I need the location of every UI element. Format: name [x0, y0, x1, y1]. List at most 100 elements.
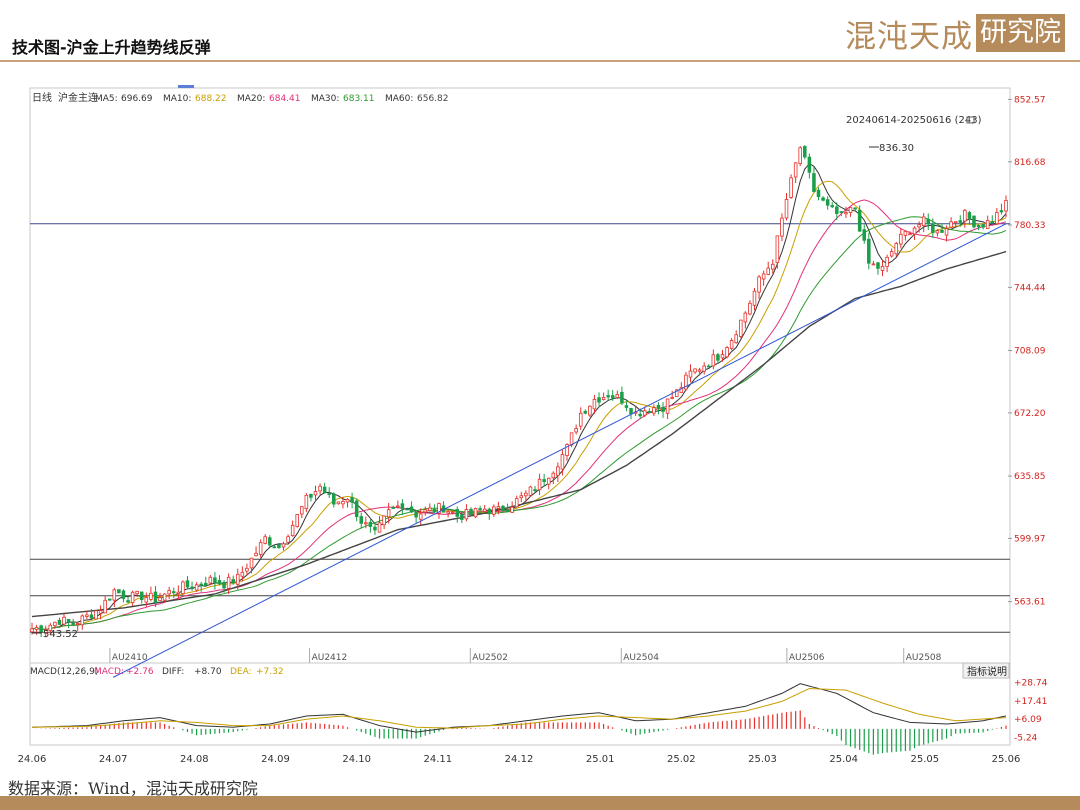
price-panel-frame	[29, 87, 1011, 664]
candle-body	[610, 395, 615, 399]
candle-body	[862, 229, 867, 241]
contract-label: AU2506	[789, 653, 825, 663]
candle-body	[606, 395, 610, 398]
candle-body	[418, 513, 423, 520]
candle-body	[272, 546, 277, 549]
diff-line	[31, 683, 1007, 733]
candle-body	[908, 233, 912, 236]
candle-body	[149, 592, 153, 600]
candle-body	[812, 173, 816, 193]
macd-legend-label: MACD:	[94, 667, 124, 677]
candle-body	[789, 177, 793, 198]
candle-body	[976, 224, 981, 228]
candle-body	[432, 508, 437, 513]
dea-line	[31, 687, 1007, 729]
candle-body	[359, 516, 364, 524]
candle-body	[629, 408, 633, 415]
candle-body	[396, 505, 400, 508]
footer-bar	[0, 796, 1080, 810]
candle-body	[117, 589, 121, 594]
macd-legend-value: +8.70	[194, 667, 222, 677]
candle-body	[281, 543, 286, 548]
candle-body	[208, 576, 213, 584]
candle-body	[716, 354, 720, 361]
candle-body	[807, 156, 812, 173]
candle-body	[482, 508, 487, 512]
candle-body	[80, 615, 85, 626]
candle-body	[999, 210, 1004, 213]
y-tick-label: 672.20	[1014, 409, 1046, 419]
candle-body	[473, 508, 478, 518]
candle-body	[158, 597, 162, 601]
candle-body	[350, 497, 354, 503]
candle-body	[725, 347, 729, 358]
candle-body	[803, 146, 807, 158]
candle-body	[825, 199, 830, 206]
candle-body	[277, 544, 281, 548]
candle-body	[697, 369, 702, 372]
candle-body	[1004, 200, 1008, 212]
source-note: 数据来源：Wind，混沌天成研究院	[8, 779, 258, 798]
candle-body	[332, 493, 336, 505]
low-marker: 543.52	[43, 629, 78, 640]
candle-body	[71, 622, 75, 625]
candle-body	[249, 557, 254, 569]
candle-body	[295, 514, 299, 527]
page-title: 技术图-沪金上升趋势线反弹	[12, 38, 211, 57]
candle-body	[213, 577, 217, 584]
macd-legend-label: DEA:	[230, 667, 252, 677]
candle-body	[94, 610, 98, 620]
candlestick-chart: 852.57 816.68 780.33 744.44 708.09 672.20 635.…	[18, 85, 1048, 765]
brand-box: 研究院	[976, 14, 1065, 52]
candle-body	[39, 625, 43, 632]
candle-body	[889, 251, 894, 257]
candle-body	[761, 273, 766, 280]
candle-body	[899, 233, 903, 245]
candle-body	[354, 500, 359, 518]
candle-body	[784, 199, 789, 219]
candle-body	[903, 230, 908, 236]
ma-legend-value: 696.69	[121, 94, 153, 104]
macd-legend-label: DIFF:	[162, 667, 184, 677]
x-tick-label: 25.03	[748, 754, 777, 765]
candle-body	[720, 354, 725, 359]
candle-body	[995, 212, 999, 225]
candle-body	[958, 220, 963, 223]
candle-body	[286, 536, 290, 543]
x-tick-label: 25.05	[911, 754, 940, 765]
candle-body	[588, 405, 592, 416]
candle-body	[707, 365, 711, 368]
symbol-label: 沪金主连	[58, 91, 98, 104]
indicator-button[interactable]	[962, 662, 1010, 679]
candle-body	[300, 506, 304, 515]
candle-body	[386, 509, 391, 518]
candle-body	[98, 610, 103, 614]
y-tick-label: 852.57	[1014, 95, 1046, 105]
candle-body	[135, 590, 139, 595]
candle-body	[53, 621, 57, 627]
candle-body	[578, 412, 583, 427]
candle-body	[835, 206, 839, 214]
y-tick-label: 635.85	[1014, 472, 1046, 482]
candle-body	[711, 354, 716, 367]
candle-body	[853, 207, 857, 210]
candle-body	[981, 224, 985, 228]
ma10-line	[31, 180, 1007, 630]
high-marker: 836.30	[879, 143, 914, 154]
y-tick-label: 780.33	[1014, 221, 1046, 231]
candle-body	[693, 368, 697, 373]
candle-body	[190, 586, 194, 590]
candle-body	[743, 312, 748, 323]
candle-body	[85, 614, 89, 617]
x-tick-label: 24.11	[424, 754, 453, 765]
candle-body	[766, 267, 770, 275]
y-axis: 852.57 816.68 780.33 744.44 708.09 672.20 635.…	[1008, 95, 1046, 608]
chart-container: 852.57 816.68 780.33 744.44 708.09 672.20 635.…	[18, 85, 1048, 765]
brand-logo: 混沌天成 研究院	[845, 12, 1065, 55]
candle-body	[519, 495, 524, 499]
candle-body	[953, 221, 958, 224]
candle-body	[674, 389, 679, 397]
candle-body	[661, 406, 665, 412]
candle-body	[528, 486, 533, 496]
candle-body	[940, 229, 944, 233]
